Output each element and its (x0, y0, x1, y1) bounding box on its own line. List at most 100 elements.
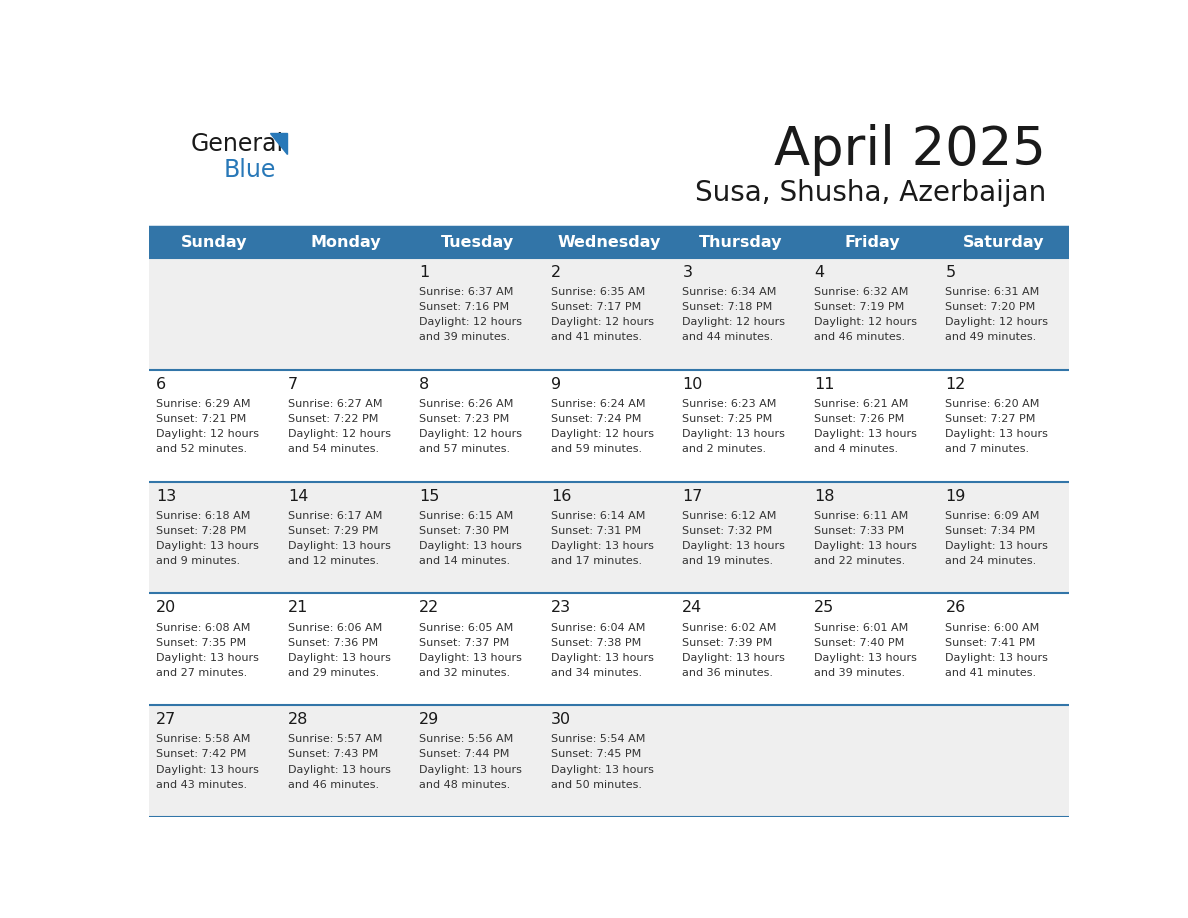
Text: Sunrise: 6:04 AM: Sunrise: 6:04 AM (551, 622, 645, 633)
Text: 21: 21 (287, 600, 308, 615)
Text: Sunset: 7:16 PM: Sunset: 7:16 PM (419, 302, 510, 312)
Text: Sunrise: 5:54 AM: Sunrise: 5:54 AM (551, 734, 645, 744)
Text: Sunrise: 6:34 AM: Sunrise: 6:34 AM (682, 287, 777, 297)
Text: 1: 1 (419, 265, 430, 280)
Text: and 43 minutes.: and 43 minutes. (157, 779, 247, 789)
Text: Sunset: 7:27 PM: Sunset: 7:27 PM (946, 414, 1036, 424)
Text: Sunset: 7:30 PM: Sunset: 7:30 PM (419, 526, 510, 536)
Text: Sunrise: 6:14 AM: Sunrise: 6:14 AM (551, 511, 645, 521)
Text: Sunrise: 6:11 AM: Sunrise: 6:11 AM (814, 511, 908, 521)
Text: Monday: Monday (310, 235, 381, 250)
Text: Daylight: 12 hours: Daylight: 12 hours (682, 318, 785, 328)
Text: Sunset: 7:20 PM: Sunset: 7:20 PM (946, 302, 1036, 312)
Text: 4: 4 (814, 265, 824, 280)
Text: Daylight: 13 hours: Daylight: 13 hours (814, 653, 917, 663)
Text: and 2 minutes.: and 2 minutes. (682, 444, 766, 454)
Text: Sunrise: 6:06 AM: Sunrise: 6:06 AM (287, 622, 383, 633)
Text: Sunset: 7:31 PM: Sunset: 7:31 PM (551, 526, 642, 536)
Text: and 9 minutes.: and 9 minutes. (157, 556, 240, 565)
Text: Sunrise: 5:57 AM: Sunrise: 5:57 AM (287, 734, 383, 744)
Text: Sunset: 7:18 PM: Sunset: 7:18 PM (682, 302, 772, 312)
Text: Sunrise: 6:32 AM: Sunrise: 6:32 AM (814, 287, 909, 297)
Text: 3: 3 (682, 265, 693, 280)
Text: Sunset: 7:34 PM: Sunset: 7:34 PM (946, 526, 1036, 536)
Text: Daylight: 13 hours: Daylight: 13 hours (946, 429, 1048, 439)
Text: 23: 23 (551, 600, 571, 615)
Text: Sunrise: 6:02 AM: Sunrise: 6:02 AM (682, 622, 777, 633)
Text: Sunrise: 6:37 AM: Sunrise: 6:37 AM (419, 287, 513, 297)
Text: Sunrise: 6:23 AM: Sunrise: 6:23 AM (682, 399, 777, 409)
Text: Sunrise: 6:26 AM: Sunrise: 6:26 AM (419, 399, 513, 409)
Polygon shape (270, 133, 287, 154)
Text: Sunrise: 6:35 AM: Sunrise: 6:35 AM (551, 287, 645, 297)
Text: 5: 5 (946, 265, 955, 280)
Text: Susa, Shusha, Azerbaijan: Susa, Shusha, Azerbaijan (695, 179, 1045, 207)
Text: Thursday: Thursday (699, 235, 782, 250)
Text: Daylight: 13 hours: Daylight: 13 hours (682, 429, 785, 439)
Text: Daylight: 13 hours: Daylight: 13 hours (157, 541, 259, 551)
Text: Sunset: 7:17 PM: Sunset: 7:17 PM (551, 302, 642, 312)
Text: Sunrise: 6:12 AM: Sunrise: 6:12 AM (682, 511, 777, 521)
Text: Sunset: 7:36 PM: Sunset: 7:36 PM (287, 638, 378, 648)
Text: Daylight: 12 hours: Daylight: 12 hours (419, 429, 523, 439)
Text: Sunset: 7:22 PM: Sunset: 7:22 PM (287, 414, 378, 424)
Text: Daylight: 12 hours: Daylight: 12 hours (419, 318, 523, 328)
Text: Sunrise: 6:00 AM: Sunrise: 6:00 AM (946, 622, 1040, 633)
Text: 29: 29 (419, 712, 440, 727)
Text: Daylight: 13 hours: Daylight: 13 hours (287, 541, 391, 551)
Text: Wednesday: Wednesday (557, 235, 661, 250)
Text: Daylight: 12 hours: Daylight: 12 hours (814, 318, 917, 328)
Text: General: General (191, 131, 284, 156)
Text: and 17 minutes.: and 17 minutes. (551, 556, 642, 565)
Text: and 39 minutes.: and 39 minutes. (814, 667, 905, 677)
Text: Daylight: 13 hours: Daylight: 13 hours (157, 653, 259, 663)
Text: 28: 28 (287, 712, 308, 727)
Text: Saturday: Saturday (962, 235, 1044, 250)
Text: and 7 minutes.: and 7 minutes. (946, 444, 1030, 454)
Text: Sunset: 7:37 PM: Sunset: 7:37 PM (419, 638, 510, 648)
Bar (148, 482, 1069, 593)
Text: Sunset: 7:21 PM: Sunset: 7:21 PM (157, 414, 246, 424)
Text: Sunset: 7:43 PM: Sunset: 7:43 PM (287, 749, 378, 759)
Text: Sunday: Sunday (181, 235, 247, 250)
Text: 27: 27 (157, 712, 177, 727)
Text: Sunset: 7:35 PM: Sunset: 7:35 PM (157, 638, 246, 648)
Text: and 24 minutes.: and 24 minutes. (946, 556, 1037, 565)
Text: Sunset: 7:32 PM: Sunset: 7:32 PM (682, 526, 772, 536)
Text: Daylight: 12 hours: Daylight: 12 hours (287, 429, 391, 439)
Text: Sunset: 7:29 PM: Sunset: 7:29 PM (287, 526, 378, 536)
Text: Sunrise: 5:58 AM: Sunrise: 5:58 AM (157, 734, 251, 744)
Bar (148, 258, 1069, 370)
Text: Daylight: 13 hours: Daylight: 13 hours (287, 653, 391, 663)
Text: Daylight: 13 hours: Daylight: 13 hours (682, 653, 785, 663)
Text: Daylight: 12 hours: Daylight: 12 hours (551, 318, 653, 328)
Bar (148, 593, 1069, 705)
Text: Sunrise: 6:31 AM: Sunrise: 6:31 AM (946, 287, 1040, 297)
Text: Daylight: 13 hours: Daylight: 13 hours (551, 765, 653, 775)
Text: Sunset: 7:28 PM: Sunset: 7:28 PM (157, 526, 247, 536)
Text: Friday: Friday (845, 235, 899, 250)
Text: Daylight: 12 hours: Daylight: 12 hours (157, 429, 259, 439)
Text: Sunrise: 6:01 AM: Sunrise: 6:01 AM (814, 622, 908, 633)
Text: and 41 minutes.: and 41 minutes. (551, 332, 642, 342)
Text: and 27 minutes.: and 27 minutes. (157, 667, 247, 677)
Text: 12: 12 (946, 376, 966, 392)
Text: and 41 minutes.: and 41 minutes. (946, 667, 1037, 677)
Text: Daylight: 13 hours: Daylight: 13 hours (814, 429, 917, 439)
Text: Sunset: 7:26 PM: Sunset: 7:26 PM (814, 414, 904, 424)
Text: Sunrise: 6:08 AM: Sunrise: 6:08 AM (157, 622, 251, 633)
Text: Daylight: 12 hours: Daylight: 12 hours (551, 429, 653, 439)
Text: Daylight: 13 hours: Daylight: 13 hours (419, 541, 523, 551)
Text: Sunrise: 6:29 AM: Sunrise: 6:29 AM (157, 399, 251, 409)
Text: Sunset: 7:38 PM: Sunset: 7:38 PM (551, 638, 642, 648)
Text: and 14 minutes.: and 14 minutes. (419, 556, 511, 565)
Text: Daylight: 13 hours: Daylight: 13 hours (419, 765, 523, 775)
Text: 6: 6 (157, 376, 166, 392)
Text: and 4 minutes.: and 4 minutes. (814, 444, 898, 454)
Text: Sunrise: 6:24 AM: Sunrise: 6:24 AM (551, 399, 645, 409)
Text: Sunset: 7:45 PM: Sunset: 7:45 PM (551, 749, 642, 759)
Text: April 2025: April 2025 (775, 124, 1045, 176)
Text: 16: 16 (551, 488, 571, 504)
Text: Daylight: 13 hours: Daylight: 13 hours (682, 541, 785, 551)
Text: and 46 minutes.: and 46 minutes. (814, 332, 905, 342)
